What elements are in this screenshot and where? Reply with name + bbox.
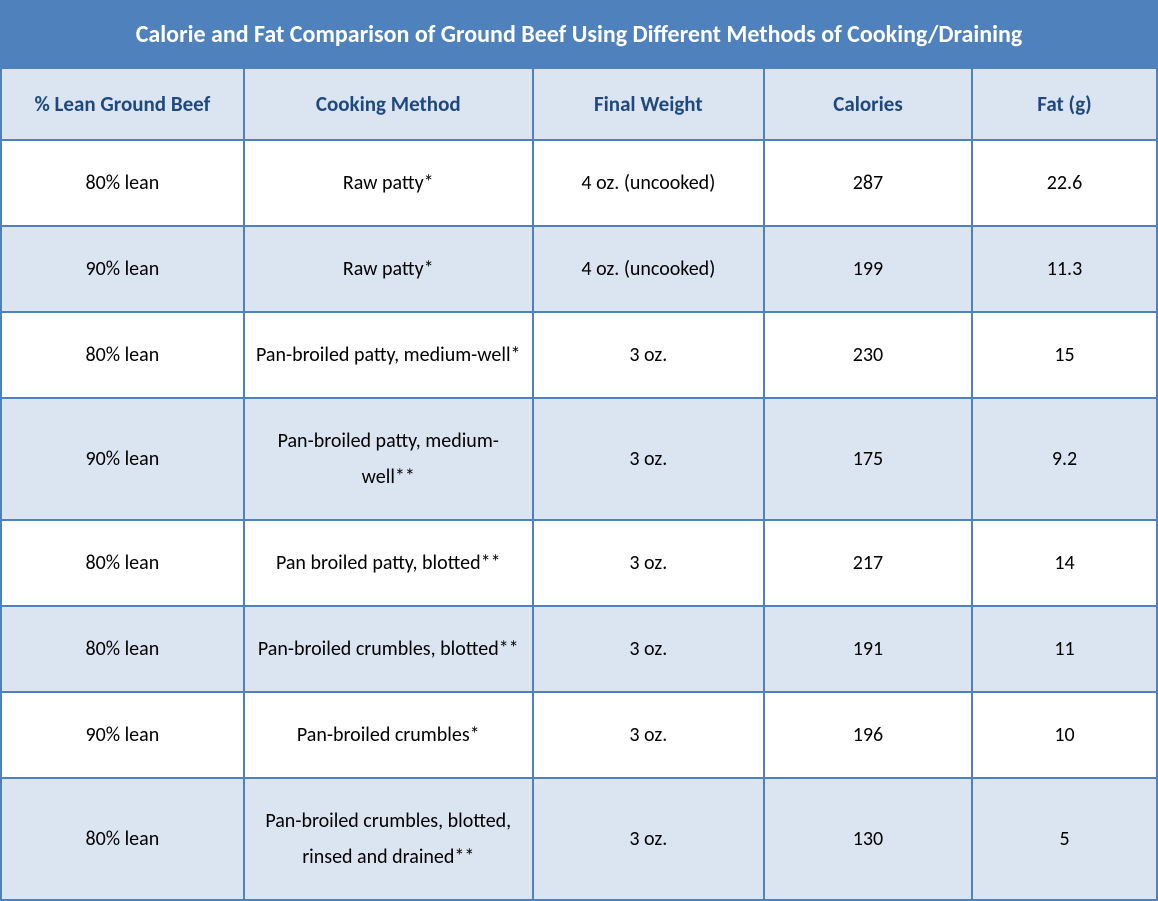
cell-calories: 191 <box>764 606 972 692</box>
cell-fat: 9.2 <box>972 398 1157 520</box>
cell-fat: 14 <box>972 520 1157 606</box>
table-row: 80% lean Pan broiled patty, blotted** 3 … <box>1 520 1157 606</box>
cell-method: Pan-broiled crumbles, blotted** <box>244 606 533 692</box>
cell-method: Raw patty* <box>244 140 533 226</box>
cell-lean: 90% lean <box>1 692 244 778</box>
cell-lean: 80% lean <box>1 520 244 606</box>
col-header-calories: Calories <box>764 68 972 140</box>
cell-weight: 4 oz. (uncooked) <box>533 226 764 312</box>
cell-lean: 80% lean <box>1 140 244 226</box>
cell-method: Pan-broiled patty, medium-well** <box>244 398 533 520</box>
cell-method: Raw patty* <box>244 226 533 312</box>
cell-calories: 175 <box>764 398 972 520</box>
col-header-lean: % Lean Ground Beef <box>1 68 244 140</box>
table-row: 90% lean Pan-broiled patty, medium-well*… <box>1 398 1157 520</box>
col-header-weight: Final Weight <box>533 68 764 140</box>
cell-weight: 3 oz. <box>533 520 764 606</box>
cell-weight: 3 oz. <box>533 398 764 520</box>
cell-weight: 3 oz. <box>533 606 764 692</box>
cell-fat: 11.3 <box>972 226 1157 312</box>
cell-lean: 80% lean <box>1 312 244 398</box>
cell-lean: 90% lean <box>1 226 244 312</box>
cell-weight: 3 oz. <box>533 312 764 398</box>
col-header-fat: Fat (g) <box>972 68 1157 140</box>
comparison-table-container: Calorie and Fat Comparison of Ground Bee… <box>0 0 1158 901</box>
table-row: 80% lean Pan-broiled patty, medium-well*… <box>1 312 1157 398</box>
cell-lean: 90% lean <box>1 398 244 520</box>
cell-calories: 217 <box>764 520 972 606</box>
cell-method: Pan broiled patty, blotted** <box>244 520 533 606</box>
cell-method: Pan-broiled crumbles* <box>244 692 533 778</box>
table-row: 90% lean Pan-broiled crumbles* 3 oz. 196… <box>1 692 1157 778</box>
cell-calories: 230 <box>764 312 972 398</box>
title-row: Calorie and Fat Comparison of Ground Bee… <box>1 1 1157 68</box>
cell-fat: 22.6 <box>972 140 1157 226</box>
cell-calories: 199 <box>764 226 972 312</box>
cell-method: Pan-broiled patty, medium-well* <box>244 312 533 398</box>
cell-fat: 10 <box>972 692 1157 778</box>
cell-weight: 4 oz. (uncooked) <box>533 140 764 226</box>
header-row: % Lean Ground Beef Cooking Method Final … <box>1 68 1157 140</box>
cell-fat: 11 <box>972 606 1157 692</box>
cell-fat: 15 <box>972 312 1157 398</box>
cell-calories: 287 <box>764 140 972 226</box>
table-row: 80% lean Raw patty* 4 oz. (uncooked) 287… <box>1 140 1157 226</box>
table-title: Calorie and Fat Comparison of Ground Bee… <box>1 1 1157 68</box>
col-header-method: Cooking Method <box>244 68 533 140</box>
comparison-table: Calorie and Fat Comparison of Ground Bee… <box>0 0 1158 901</box>
table-row: 90% lean Raw patty* 4 oz. (uncooked) 199… <box>1 226 1157 312</box>
cell-lean: 80% lean <box>1 606 244 692</box>
table-row: 80% lean Pan-broiled crumbles, blotted**… <box>1 606 1157 692</box>
cell-calories: 196 <box>764 692 972 778</box>
cell-weight: 3 oz. <box>533 692 764 778</box>
